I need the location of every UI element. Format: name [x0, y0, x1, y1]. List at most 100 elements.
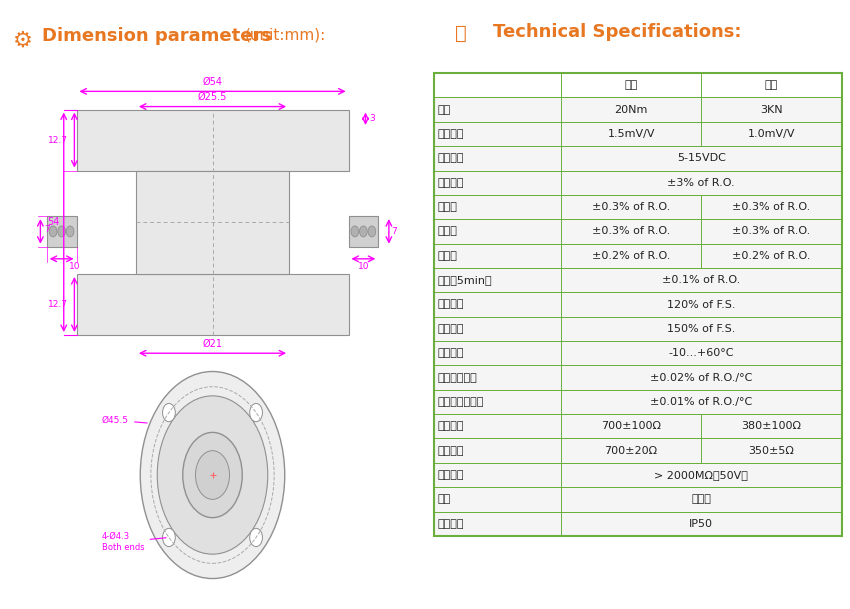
- Circle shape: [196, 451, 230, 499]
- Text: 灵敏度温度漂移: 灵敏度温度漂移: [438, 397, 484, 407]
- Bar: [434, 390, 842, 414]
- Circle shape: [368, 226, 376, 237]
- Text: Ø45.5: Ø45.5: [102, 416, 147, 424]
- Text: 5-15VDC: 5-15VDC: [677, 153, 726, 163]
- Text: 零点输出: 零点输出: [438, 178, 464, 188]
- Bar: [434, 365, 842, 390]
- Text: ±0.2% of R.O.: ±0.2% of R.O.: [592, 251, 671, 261]
- Text: 700±100Ω: 700±100Ω: [601, 421, 661, 431]
- Text: 10: 10: [358, 262, 369, 271]
- Circle shape: [250, 529, 263, 547]
- Circle shape: [58, 226, 65, 237]
- Text: 7: 7: [44, 225, 50, 234]
- Text: 输出阻抗: 输出阻抗: [438, 446, 464, 456]
- Text: Ø54: Ø54: [202, 77, 223, 86]
- Text: ±0.01% of R.O./°C: ±0.01% of R.O./°C: [650, 397, 752, 407]
- Text: 700±20Ω: 700±20Ω: [604, 446, 658, 456]
- Bar: [47, 216, 76, 247]
- Bar: [434, 512, 842, 536]
- Bar: [434, 414, 842, 438]
- Text: 非线性: 非线性: [438, 202, 457, 212]
- Text: ±0.3% of R.O.: ±0.3% of R.O.: [732, 227, 811, 236]
- Text: ±0.3% of R.O.: ±0.3% of R.O.: [732, 202, 811, 212]
- Bar: [434, 317, 842, 341]
- Text: 120% of F.S.: 120% of F.S.: [667, 300, 735, 309]
- Text: 扭力: 扭力: [625, 80, 638, 90]
- Circle shape: [66, 226, 74, 237]
- Text: 输入阻抗: 输入阻抗: [438, 421, 464, 431]
- Text: ⚙: ⚙: [13, 30, 33, 51]
- Circle shape: [157, 396, 268, 554]
- Text: 20Nm: 20Nm: [615, 105, 648, 114]
- Circle shape: [162, 403, 175, 421]
- Bar: [76, 110, 348, 171]
- Circle shape: [250, 403, 263, 421]
- Text: 额定输出: 额定输出: [438, 129, 464, 139]
- Text: 150% of F.S.: 150% of F.S.: [667, 324, 735, 334]
- Text: 12.7: 12.7: [48, 136, 68, 144]
- Text: 54: 54: [47, 217, 60, 227]
- Text: 12.7: 12.7: [48, 300, 68, 309]
- Text: 极限过载: 极限过载: [438, 324, 464, 334]
- Text: 🔧: 🔧: [455, 24, 467, 43]
- Text: ±0.1% of R.O.: ±0.1% of R.O.: [662, 275, 740, 285]
- Circle shape: [140, 371, 285, 579]
- Bar: [434, 73, 842, 536]
- Text: 安全过载: 安全过载: [438, 300, 464, 309]
- Bar: [434, 341, 842, 365]
- Bar: [76, 274, 348, 335]
- Bar: [434, 292, 842, 317]
- Bar: [434, 195, 842, 219]
- Text: 压力: 压力: [765, 80, 778, 90]
- Text: 3KN: 3KN: [760, 105, 783, 114]
- Text: Dimension parameters: Dimension parameters: [42, 27, 273, 46]
- Bar: [434, 463, 842, 487]
- Text: ±0.3% of R.O.: ±0.3% of R.O.: [592, 202, 671, 212]
- Text: IP50: IP50: [689, 519, 713, 529]
- Circle shape: [351, 226, 359, 237]
- Text: 380±100Ω: 380±100Ω: [741, 421, 802, 431]
- Bar: [434, 146, 842, 171]
- Text: 1.5mV/V: 1.5mV/V: [608, 129, 654, 139]
- Text: 防护等级: 防护等级: [438, 519, 464, 529]
- Text: ±0.2% of R.O.: ±0.2% of R.O.: [732, 251, 811, 261]
- Bar: [434, 122, 842, 146]
- Text: 材质: 材质: [438, 495, 451, 504]
- Text: 3: 3: [370, 114, 376, 123]
- Circle shape: [49, 226, 57, 237]
- Text: ±3% of R.O.: ±3% of R.O.: [667, 178, 735, 188]
- Text: 零点温度漂移: 零点温度漂移: [438, 373, 478, 382]
- Bar: [434, 268, 842, 292]
- Circle shape: [183, 432, 242, 518]
- Text: 10: 10: [69, 262, 80, 271]
- Bar: [434, 73, 842, 97]
- Text: 绝缘阻抗: 绝缘阻抗: [438, 470, 464, 480]
- Bar: [434, 438, 842, 463]
- Text: Ø25.5: Ø25.5: [198, 92, 227, 102]
- Text: 激励电压: 激励电压: [438, 153, 464, 163]
- Text: ±0.02% of R.O./°C: ±0.02% of R.O./°C: [650, 373, 752, 382]
- Text: 滒后性: 滒后性: [438, 227, 457, 236]
- Text: 量程: 量程: [438, 105, 451, 114]
- Text: 蟸变（5min）: 蟸变（5min）: [438, 275, 492, 285]
- Bar: [348, 216, 378, 247]
- Text: 铝合金: 铝合金: [691, 495, 711, 504]
- Bar: [434, 219, 842, 244]
- Circle shape: [162, 529, 175, 547]
- Text: 4-Ø4.3
Both ends: 4-Ø4.3 Both ends: [102, 532, 166, 552]
- Text: Technical Specifications:: Technical Specifications:: [493, 23, 741, 41]
- Text: 工作温度: 工作温度: [438, 348, 464, 358]
- Bar: [434, 487, 842, 512]
- Bar: [136, 171, 289, 274]
- Text: ±0.3% of R.O.: ±0.3% of R.O.: [592, 227, 671, 236]
- Text: -10...+60°C: -10...+60°C: [668, 348, 734, 358]
- Text: 350±5Ω: 350±5Ω: [749, 446, 794, 456]
- Text: 7: 7: [391, 227, 397, 236]
- Text: Ø21: Ø21: [202, 339, 223, 348]
- Bar: [434, 244, 842, 268]
- Circle shape: [360, 226, 367, 237]
- Bar: [434, 171, 842, 195]
- Text: 1.0mV/V: 1.0mV/V: [748, 129, 795, 139]
- Bar: [434, 97, 842, 122]
- Text: (unit:mm):: (unit:mm):: [245, 27, 326, 43]
